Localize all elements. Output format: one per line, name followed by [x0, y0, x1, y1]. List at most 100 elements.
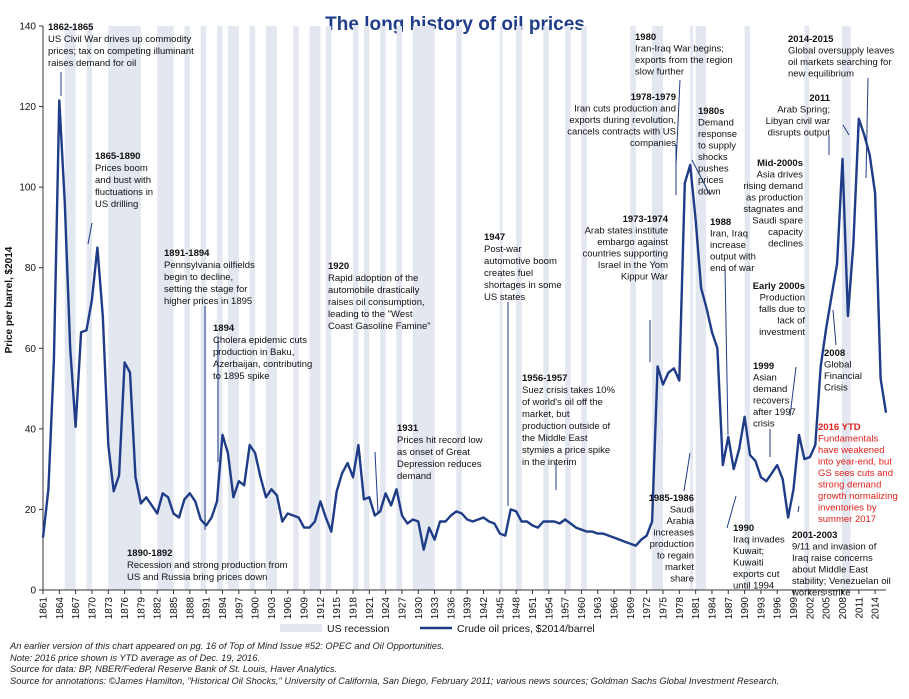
x-tick-label: 1972: [642, 597, 653, 620]
annotation-line: Global oversupply leaves: [788, 46, 894, 57]
axes: 0 20 40 60 80 100 120 140 1861 1864 1867 1870 1873 18…: [19, 22, 886, 620]
annotation-line: automotive boom: [484, 256, 557, 267]
annotation-title: 1931: [397, 423, 419, 434]
annotation-line: Iraq raise concerns: [792, 553, 873, 564]
annotation-line: Recession and strong production from: [127, 560, 288, 571]
y-tick-label: 100: [19, 183, 36, 194]
annotation-line: Asia drives: [757, 170, 804, 181]
recession-band: [690, 26, 693, 590]
annotation-title: 1999: [753, 361, 774, 372]
x-tick-label: 1909: [300, 597, 311, 620]
annotation-title: 1956-1957: [522, 373, 567, 384]
x-tick-label: 1957: [561, 597, 572, 620]
annotation-pointer: [675, 79, 681, 166]
x-tick-label: 1939: [463, 597, 474, 620]
annotation-title: 2011: [809, 93, 830, 104]
annotation-line: US drilling: [95, 199, 138, 210]
annotation-title: 2014-2015: [788, 34, 834, 45]
x-tick-label: 1978: [675, 597, 686, 620]
annotation-line: shortages in some: [484, 280, 562, 291]
y-tick-label: 40: [25, 424, 37, 435]
annotation-line: Israel in the Yom: [598, 260, 668, 271]
annotation-title: 2008: [824, 348, 845, 359]
annotation-line: demand: [397, 471, 431, 482]
annotation-title: 1990: [733, 523, 754, 534]
x-tick-label: 1999: [789, 597, 800, 620]
x-tick-label: 1882: [153, 597, 164, 620]
annotation-line: raises demand for oil: [48, 58, 136, 69]
annotation-line: output with: [710, 252, 756, 263]
x-tick-label: 1948: [512, 597, 523, 620]
annotation-line: countries supporting: [582, 249, 668, 260]
annotation-line: Prices hit record low: [397, 435, 483, 446]
recession-band: [157, 26, 174, 590]
annotation-line: exports cut: [733, 569, 780, 580]
annotation-line: Iran cuts production and: [574, 104, 676, 115]
annotation-line: until 1994: [733, 581, 774, 592]
recession-band: [380, 26, 386, 590]
recession-band: [217, 26, 223, 590]
annotation-line: pushes: [698, 164, 729, 175]
annotation-line: Asian: [753, 373, 777, 384]
annotation-line: raises oil consumption,: [328, 297, 425, 308]
annotation-title: 1920: [328, 261, 349, 272]
annotation-line: about Middle East: [792, 565, 868, 576]
annotation-line: US states: [484, 292, 525, 303]
annotation-line: creates fuel: [484, 268, 533, 279]
annotation-line: market: [665, 562, 694, 573]
x-tick-label: 2002: [805, 597, 816, 620]
crude-oil-price-line: [41, 99, 888, 551]
annotation-line: production outside of: [522, 421, 611, 432]
x-tick-label: 1867: [71, 597, 82, 620]
annotation-line: US and Russia bring prices down: [127, 572, 267, 583]
annotation-line: inventories by: [818, 503, 877, 514]
annotation-line: falls due to: [759, 304, 805, 315]
annotation-line: Demand: [698, 118, 734, 129]
x-tick-label: 1897: [234, 597, 245, 620]
recession-band: [744, 26, 751, 590]
legend-recession-swatch: [280, 624, 322, 632]
annotation-title: 1947: [484, 232, 505, 243]
annotation-line: Iran-Iraq War begins;: [635, 44, 724, 55]
annotation-line: Crisis: [824, 383, 848, 394]
annotation-line: Saudi spare: [752, 216, 803, 227]
annotation-line: GS sees cuts and: [818, 468, 893, 479]
recession-band: [516, 26, 522, 590]
y-axis-label: Price per barrel, $2014: [4, 246, 15, 353]
recession-band: [363, 26, 370, 590]
annotation-line: Cholera epidemic cuts: [213, 335, 307, 346]
annotation-line: 9/11 and invasion of: [792, 542, 877, 553]
annotation-title: 1894: [213, 323, 235, 334]
x-tick-label: 2014: [871, 597, 882, 620]
annotation-line: Arab states institute: [585, 226, 668, 237]
y-tick-label: 140: [19, 22, 36, 33]
annotation-line: stagnates and: [743, 204, 803, 215]
annotation-line: Depression reduces: [397, 459, 482, 470]
annotation-line: companies: [630, 138, 676, 149]
annotation-line: Saudi: [670, 505, 694, 516]
annotation-line: share: [670, 574, 694, 585]
annotation-line: to 1895 spike: [213, 371, 270, 382]
x-tick-label: 1981: [691, 597, 702, 620]
annotation-line: to regain: [657, 551, 694, 562]
x-tick-label: 1945: [495, 597, 506, 620]
annotation-pointer: [842, 124, 850, 136]
annotation-line: prices: [698, 175, 724, 186]
annotation-line: production in Baku,: [213, 347, 294, 358]
x-tick-label: 2008: [838, 597, 849, 620]
x-tick-label: 1942: [479, 597, 490, 620]
annotation-title: 1973-1974: [623, 214, 669, 225]
annotation-line: cancels contracts with US: [567, 127, 676, 138]
x-tick-label: 1900: [251, 597, 262, 620]
annotation-line: disrupts output: [768, 128, 831, 139]
annotation-line: growth normalizing: [818, 491, 898, 502]
recession-band: [499, 26, 503, 590]
